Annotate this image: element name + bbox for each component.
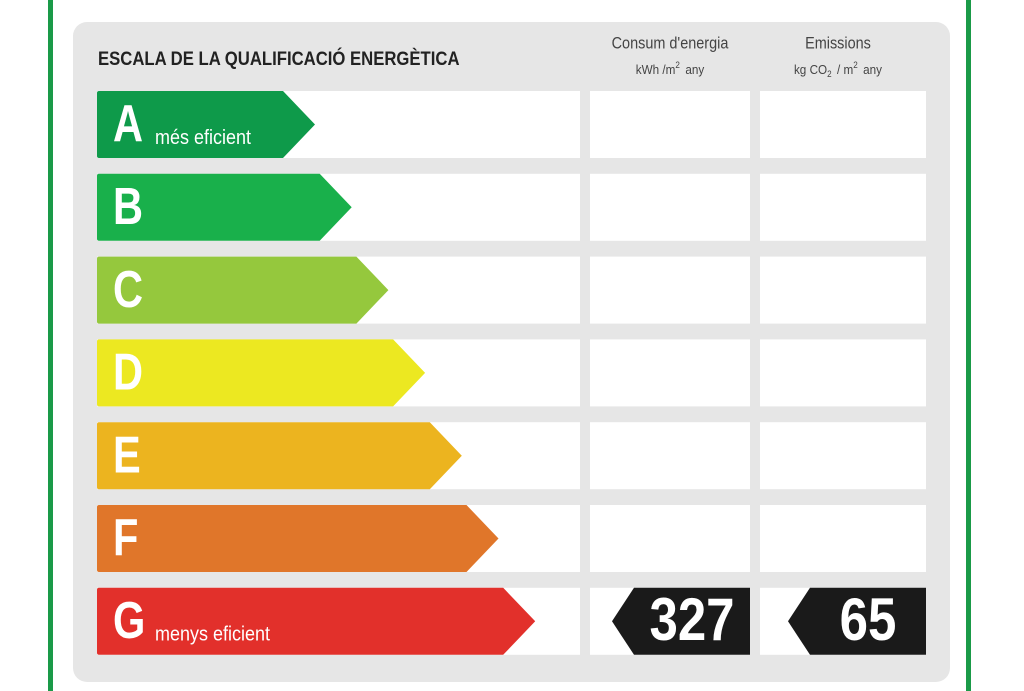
value-indicator [612,587,750,655]
title: ESCALA DE LA QUALIFICACIÓ ENERGÈTICA [98,47,460,69]
unit-part: kg CO [794,63,828,78]
rating-arrow [97,91,315,158]
rating-arrow [97,505,499,572]
column-heading: Emissions [805,34,871,52]
rating-letter: D [113,342,143,401]
column-unit: kWh /m2 any [636,60,705,78]
value-cell [760,505,926,572]
unit-part: 2 [675,60,680,71]
rating-letter: B [113,177,143,236]
rating-letter: G [113,591,145,650]
right-border [966,0,971,691]
value-cell [590,339,750,407]
rating-arrow [97,173,352,241]
value-cell [590,91,750,158]
value-text: 327 [649,586,734,653]
rating-arrow [97,339,426,407]
rating-arrow [97,256,389,324]
unit-part: / m [837,63,853,78]
rating-letter: E [113,425,141,484]
value-indicator [788,587,926,655]
rating-label: menys eficient [155,624,271,646]
unit-part: 2 [853,60,858,71]
left-border [48,0,53,691]
rating-letter: F [113,508,138,567]
value-cell [590,422,750,490]
column-unit: kg CO2/ m2 any [794,60,883,80]
rating-arrow [97,587,536,655]
rating-arrow [97,422,462,490]
unit-part: any [685,63,705,78]
value-cell [590,256,750,324]
value-cell [760,256,926,324]
value-cell [590,173,750,241]
column-heading: Consum d'energia [612,34,729,52]
unit-part: any [863,63,883,78]
value-cell [760,173,926,241]
value-cell [590,505,750,572]
unit-part: kWh /m [636,63,676,78]
rating-letter: C [113,259,143,318]
value-cell [760,422,926,490]
value-cell [760,339,926,407]
rating-letter: A [113,94,143,153]
rating-label: més eficient [155,127,252,149]
value-cell [760,91,926,158]
unit-part: 2 [827,69,832,80]
value-text: 65 [840,586,897,653]
